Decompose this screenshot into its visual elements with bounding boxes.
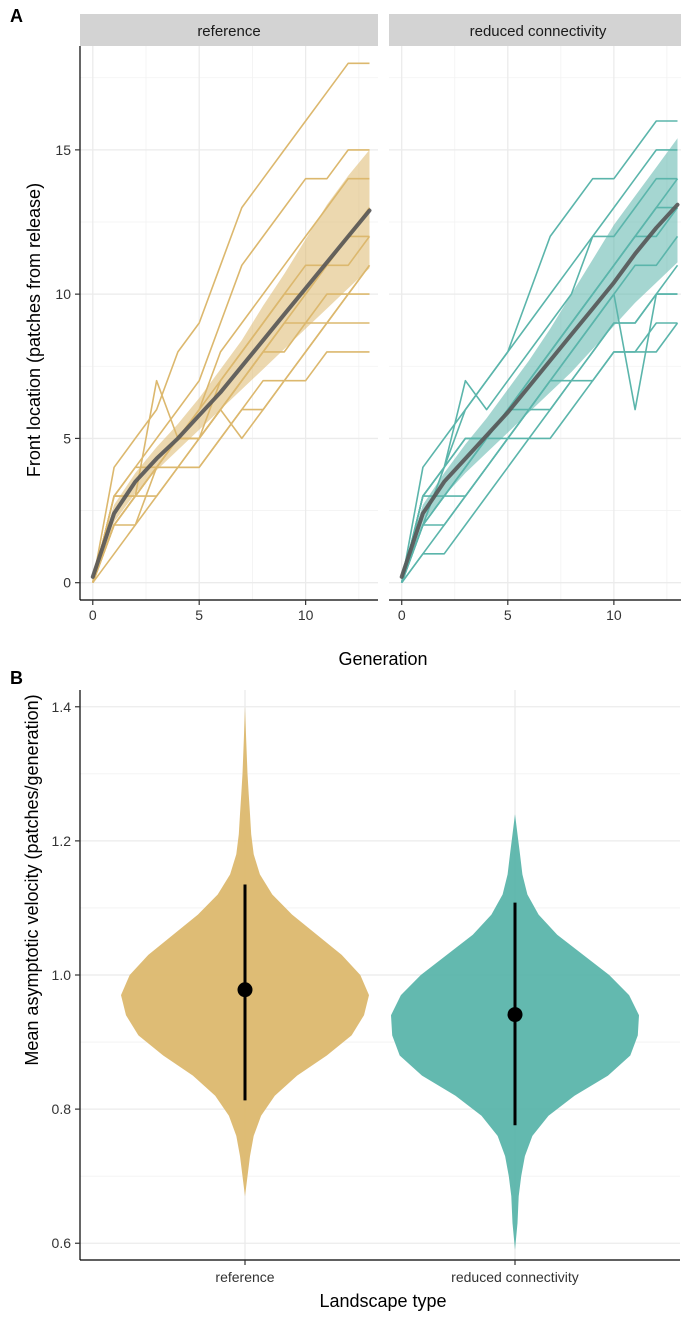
replicate-line-reduced-connectivity-3 bbox=[400, 177, 678, 583]
mean-line-reference bbox=[90, 208, 372, 579]
replicate-line-reduced-connectivity-12 bbox=[400, 293, 678, 583]
y-tick-label: 15 bbox=[55, 142, 71, 158]
panel-a-letter: A bbox=[10, 6, 23, 26]
y-tick-label: 1.4 bbox=[52, 699, 72, 715]
x-tick-label: 0 bbox=[398, 607, 406, 623]
violins bbox=[121, 706, 639, 1250]
facet-reference: reference bbox=[80, 14, 378, 600]
median-point-reference bbox=[237, 982, 253, 998]
credible-ribbon-reduced-connectivity bbox=[401, 138, 678, 583]
mean-line-reduced-connectivity bbox=[399, 202, 680, 579]
y-tick-label: 5 bbox=[63, 430, 71, 446]
axes-b: 0.6 0.8 1.0 1.2 1.4 reference reduced connecti… bbox=[52, 690, 680, 1285]
strip-label-reduced-connectivity: reduced connectivity bbox=[470, 23, 607, 40]
y-tick-label: 10 bbox=[55, 286, 71, 302]
strip-reference bbox=[80, 14, 378, 46]
x-tick-label: 0 bbox=[89, 607, 97, 623]
ribbon-reduced-connectivity bbox=[401, 138, 678, 583]
y-axis-title-b: Mean asymptotic velocity (patches/genera… bbox=[22, 694, 42, 1065]
panel-b: B 0.6 0.8 1.0 1.2 1.4 reference reduced connec… bbox=[10, 668, 680, 1311]
panel-a: A reference reduced connectivity 0 5 10 0 5 1… bbox=[10, 6, 681, 669]
replicate-line-reference-1 bbox=[92, 62, 370, 583]
replicate-line-reduced-connectivity-2 bbox=[400, 149, 678, 583]
mean-line-reference bbox=[90, 208, 372, 579]
replicates-reference bbox=[92, 62, 371, 584]
x-tick-label: 10 bbox=[298, 607, 314, 623]
x-tick-label: 10 bbox=[606, 607, 622, 623]
y-tick-label: 0 bbox=[63, 575, 71, 591]
strip-reduced-connectivity bbox=[389, 14, 681, 46]
x-tick-label: 5 bbox=[195, 607, 203, 623]
x-tick-label: 5 bbox=[504, 607, 512, 623]
axes-a: 0 5 10 0 5 10 15 0 5 10 bbox=[55, 46, 681, 623]
y-tick-label: 1.2 bbox=[52, 833, 72, 849]
y-axis-title-a: Front location (patches from release) bbox=[24, 183, 44, 477]
replicate-line-reduced-connectivity-6 bbox=[400, 207, 679, 583]
replicate-line-reduced-connectivity-11 bbox=[401, 322, 679, 584]
replicate-line-reduced-connectivity-1 bbox=[400, 120, 678, 583]
gridlines-reduced-connectivity bbox=[389, 46, 681, 600]
facet-reduced-connectivity: reduced connectivity bbox=[389, 14, 681, 600]
x-axis-title-b: Landscape type bbox=[319, 1291, 446, 1311]
replicates-reduced-connectivity bbox=[400, 120, 679, 584]
x-tick-label-reduced-connectivity: reduced connectivity bbox=[451, 1269, 579, 1285]
replicate-line-reference-2 bbox=[92, 149, 370, 583]
replicate-line-reference-10 bbox=[92, 351, 370, 584]
median-point-reduced-connectivity bbox=[507, 1007, 523, 1023]
strip-label-reference: reference bbox=[197, 23, 260, 40]
replicate-line-reference-11 bbox=[92, 293, 370, 583]
mean-line-reduced-connectivity bbox=[399, 202, 680, 579]
y-tick-label: 0.8 bbox=[52, 1101, 72, 1117]
panel-b-letter: B bbox=[10, 668, 23, 688]
y-tick-label: 0.6 bbox=[52, 1235, 72, 1251]
x-axis-title-a: Generation bbox=[338, 649, 427, 669]
y-tick-label: 1.0 bbox=[52, 967, 72, 983]
x-tick-label-reference: reference bbox=[215, 1269, 274, 1285]
